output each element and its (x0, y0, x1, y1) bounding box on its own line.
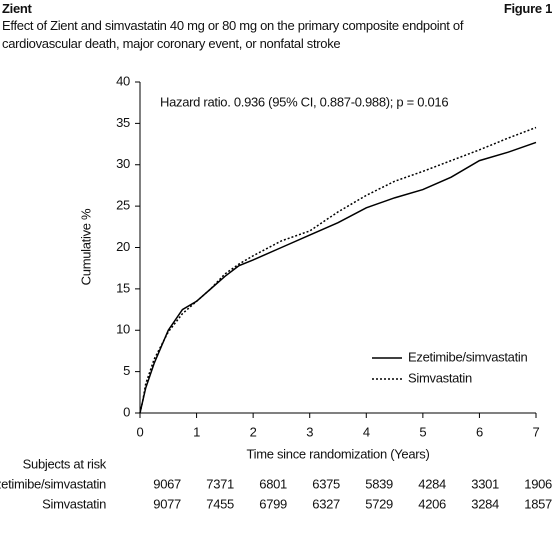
risk-count: 4284 (418, 476, 446, 491)
annotation: Hazard ratio. 0.936 (95% CI, 0.887-0.988… (160, 94, 448, 109)
series-line (139, 126, 537, 414)
y-tick-label: 20 (116, 239, 130, 254)
risk-count: 4206 (418, 496, 446, 511)
risk-row-label: Ezetimibe/simvastatin (0, 476, 106, 491)
y-tick-label: 25 (116, 198, 130, 213)
y-tick-label: 0 (123, 404, 130, 419)
y-tick-label: 10 (116, 322, 130, 337)
x-tick-label: 3 (306, 424, 313, 439)
y-tick-label: 15 (116, 280, 130, 295)
x-tick-label: 4 (363, 424, 370, 439)
risk-count: 6327 (312, 496, 340, 511)
risk-table-label: Subjects at risk (23, 456, 107, 471)
x-tick-label: 7 (533, 424, 540, 439)
risk-count: 7371 (206, 476, 234, 491)
legend-label: Simvastatin (408, 370, 472, 385)
x-tick-label: 2 (250, 424, 257, 439)
y-tick-label: 30 (116, 156, 130, 171)
figure-label: Figure 1 (503, 1, 552, 16)
risk-count: 6799 (259, 496, 287, 511)
risk-count: 9067 (153, 476, 181, 491)
risk-count: 1857 (524, 496, 552, 511)
risk-count: 5729 (365, 496, 393, 511)
legend-label: Ezetimibe/simvastatin (408, 349, 527, 364)
risk-count: 6801 (259, 476, 287, 491)
brand: Zient (2, 1, 32, 16)
risk-count: 9077 (153, 496, 181, 511)
series-line (139, 141, 537, 414)
y-tick-label: 5 (123, 363, 130, 378)
risk-count: 1906 (524, 476, 552, 491)
y-axis-label: Cumulative % (78, 208, 93, 285)
chart-title: Effect of Zient and simvastatin 40 mg or… (2, 18, 464, 51)
risk-count: 6375 (312, 476, 340, 491)
risk-count: 7455 (206, 496, 234, 511)
risk-count: 3301 (471, 476, 499, 491)
risk-count: 3284 (471, 496, 499, 511)
x-tick-label: 6 (476, 424, 483, 439)
x-tick-label: 1 (193, 424, 200, 439)
y-tick-label: 35 (116, 115, 130, 130)
y-tick-label: 40 (116, 73, 130, 88)
risk-count: 5839 (365, 476, 393, 491)
x-tick-label: 0 (137, 424, 144, 439)
x-axis-label: Time since randomization (Years) (246, 446, 429, 461)
x-tick-label: 5 (419, 424, 426, 439)
risk-row-label: Simvastatin (42, 496, 106, 511)
